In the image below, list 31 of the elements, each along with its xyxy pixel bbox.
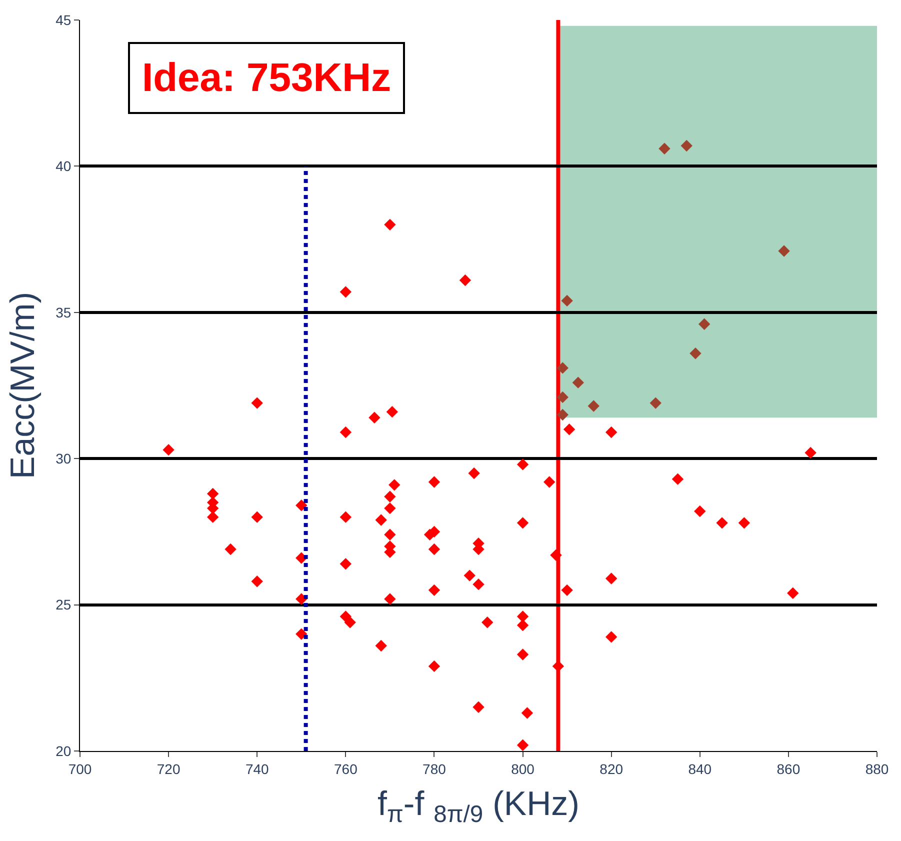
point bbox=[556, 408, 568, 421]
point bbox=[778, 245, 790, 257]
point bbox=[556, 362, 568, 374]
x-tick-label: 740 bbox=[245, 760, 270, 777]
point bbox=[698, 318, 710, 330]
x-tick-label: 780 bbox=[422, 760, 446, 777]
point bbox=[561, 294, 573, 307]
x-tick-label: 840 bbox=[688, 760, 712, 777]
x-tick-label: 880 bbox=[865, 760, 889, 777]
point bbox=[680, 140, 692, 152]
point bbox=[556, 391, 568, 404]
x-tick-label: 860 bbox=[776, 760, 800, 777]
x-tick-label: 820 bbox=[600, 760, 624, 777]
y-tick-label: 40 bbox=[56, 158, 72, 174]
x-tick-label: 720 bbox=[156, 760, 180, 777]
annotation: Idea: 753KHz bbox=[142, 56, 391, 100]
y-tick-label: 35 bbox=[56, 304, 72, 320]
x-tick-label: 700 bbox=[68, 760, 92, 777]
x-tick-label: 760 bbox=[334, 760, 358, 777]
point bbox=[650, 397, 662, 409]
point bbox=[658, 142, 670, 155]
y-tick-label: 30 bbox=[56, 450, 72, 466]
y-tick-label: 45 bbox=[56, 12, 72, 28]
y-tick-label: 25 bbox=[56, 596, 72, 613]
x-axis-title: f$_{π}$-f $_{8π/9}$ (KHz) bbox=[378, 785, 580, 828]
point bbox=[588, 400, 600, 412]
x-tick-label: 800 bbox=[511, 760, 535, 777]
y-axis-title: Eacc(MV/m) bbox=[4, 292, 42, 479]
y-tick-label: 20 bbox=[56, 742, 72, 759]
point bbox=[690, 347, 702, 360]
point bbox=[572, 376, 584, 388]
